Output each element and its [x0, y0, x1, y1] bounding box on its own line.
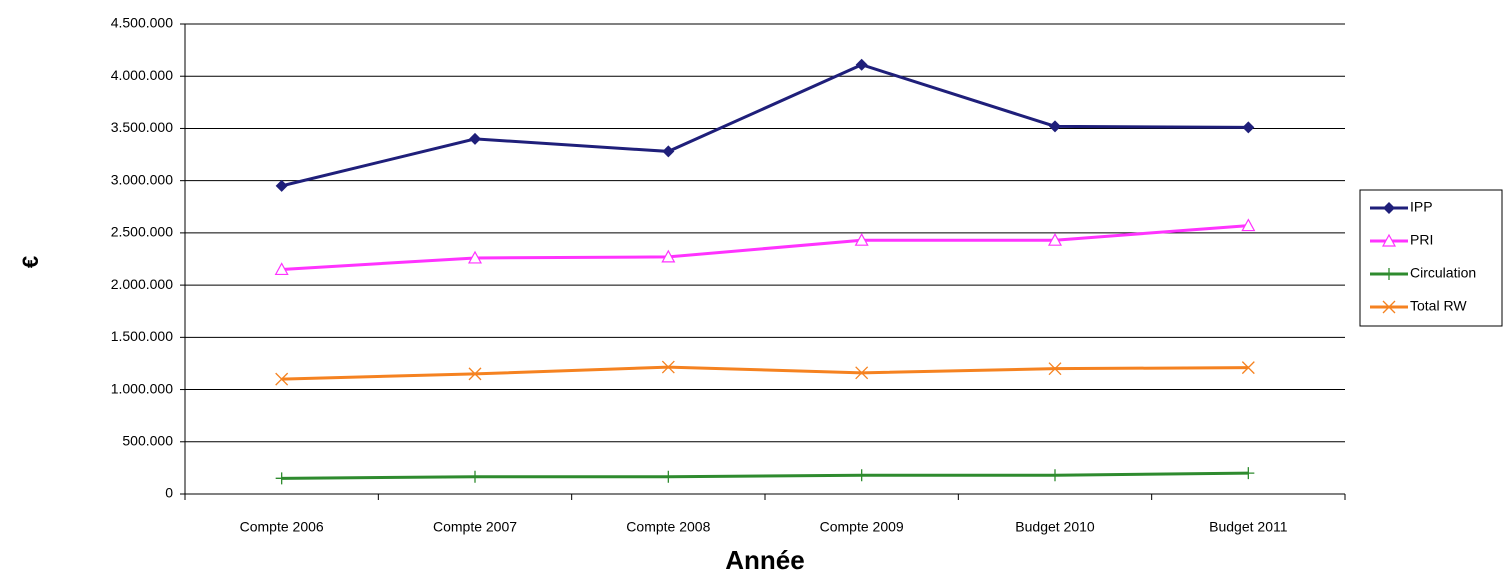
x-tick-label: Compte 2006 [240, 519, 324, 535]
y-axis-label: € [18, 256, 43, 268]
marker [661, 360, 675, 374]
marker [1383, 268, 1395, 280]
y-tick-label: 3.500.000 [111, 119, 173, 135]
marker [467, 250, 483, 264]
marker [855, 366, 869, 380]
legend-label: Total RW [1410, 298, 1467, 314]
marker [1242, 467, 1255, 480]
x-tick-label: Compte 2008 [626, 519, 710, 535]
marker [468, 367, 482, 381]
series-line [281, 471, 1249, 480]
marker [1383, 202, 1395, 214]
marker [855, 58, 868, 71]
marker [275, 472, 288, 485]
y-tick-label: 1.500.000 [111, 328, 173, 344]
y-tick-label: 3.000.000 [111, 171, 173, 187]
y-tick-label: 4.000.000 [111, 67, 173, 83]
marker [1049, 469, 1061, 482]
marker [1382, 300, 1396, 314]
y-tick-label: 0 [165, 485, 173, 501]
marker [662, 470, 675, 483]
marker [469, 470, 481, 483]
marker [274, 262, 289, 276]
marker [275, 372, 289, 386]
marker [1241, 218, 1256, 232]
y-tick-label: 2.500.000 [111, 224, 173, 240]
marker [662, 145, 675, 158]
marker [1047, 232, 1063, 246]
x-tick-label: Budget 2011 [1209, 519, 1288, 535]
series-line [281, 63, 1249, 188]
legend-label: IPP [1410, 199, 1433, 215]
marker [1049, 120, 1061, 133]
x-tick-label: Budget 2010 [1015, 519, 1095, 535]
series-line [281, 224, 1249, 271]
marker [1381, 233, 1397, 247]
y-tick-label: 1.000.000 [111, 380, 173, 396]
marker [1241, 361, 1255, 375]
legend-label: Circulation [1410, 265, 1476, 281]
legend-box [1359, 189, 1503, 327]
marker [469, 132, 481, 145]
marker [854, 232, 869, 246]
y-tick-label: 4.500.000 [111, 15, 173, 31]
marker [855, 469, 868, 482]
legend-label: PRI [1410, 232, 1433, 248]
x-axis-label: Année [725, 545, 804, 575]
marker [275, 179, 288, 192]
marker [661, 249, 676, 263]
x-tick-label: Compte 2009 [820, 519, 904, 535]
x-tick-label: Compte 2007 [433, 519, 517, 535]
series-line [281, 365, 1249, 381]
marker [1048, 362, 1062, 376]
y-tick-label: 500.000 [122, 432, 173, 448]
y-tick-label: 2.000.000 [111, 276, 173, 292]
marker [1242, 121, 1255, 134]
